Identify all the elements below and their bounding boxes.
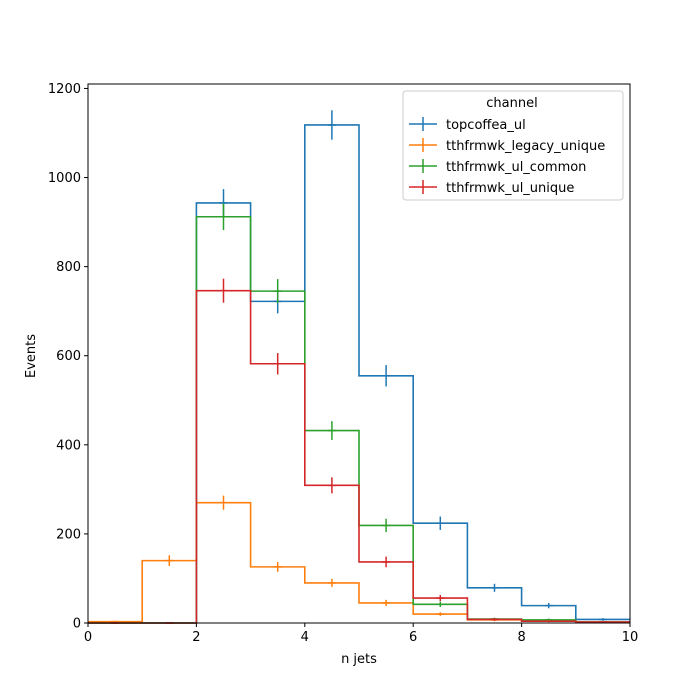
legend-label: tthfrmwk_ul_common: [446, 160, 586, 175]
axes-layer: 0 2 4 6 8 10 0 200 400 600 800 1000 1200: [48, 82, 638, 645]
legend-label: tthfrmwk_ul_unique: [446, 181, 574, 196]
data-point: [490, 618, 499, 621]
data-point: [219, 278, 228, 303]
data-point: [490, 583, 499, 592]
x-tick-label: 10: [622, 630, 639, 645]
legend: channel topcoffea_ul tthfrmwk_legacy_uniqu…: [402, 90, 624, 201]
data-point: [327, 110, 336, 140]
axes-frame: [87, 83, 631, 624]
legend-title: channel: [486, 96, 537, 111]
x-axis-label: n jets: [341, 652, 377, 667]
data-point: [436, 612, 445, 616]
y-tick-label: 200: [56, 527, 81, 542]
legend-item: tthfrmwk_ul_common: [409, 159, 586, 175]
data-point: [544, 620, 553, 623]
y-tick-label: 800: [56, 260, 81, 275]
data-point: [598, 618, 607, 621]
x-tick-label: 4: [301, 630, 309, 645]
data-point: [436, 594, 445, 602]
data-point: [327, 421, 336, 440]
y-tick-label: 0: [73, 617, 81, 632]
data-point: [436, 601, 445, 607]
series-topcoffea_ul: [88, 110, 630, 624]
legend-box: [402, 90, 624, 201]
x-tick-label: 0: [84, 630, 92, 645]
data-point: [382, 556, 391, 568]
data-point: [273, 353, 282, 375]
data-point: [327, 477, 336, 494]
legend-item: tthfrmwk_ul_unique: [409, 180, 574, 196]
legend-label: topcoffea_ul: [446, 118, 526, 133]
y-tick-label: 600: [56, 349, 81, 364]
y-tick-label: 1200: [48, 82, 81, 97]
legend-item: tthfrmwk_legacy_unique: [409, 138, 605, 154]
data-point: [219, 495, 228, 510]
x-tick-label: 6: [409, 630, 417, 645]
data-point: [382, 365, 391, 387]
data-point: [436, 516, 445, 530]
data-point: [544, 602, 553, 609]
x-tick-label: 2: [192, 630, 200, 645]
data-point: [273, 561, 282, 572]
legend-item: topcoffea_ul: [409, 117, 526, 133]
legend-label: tthfrmwk_legacy_unique: [446, 139, 605, 154]
data-point: [219, 203, 228, 231]
data-point: [382, 518, 391, 533]
y-tick-label: 1000: [48, 171, 81, 186]
data-point: [382, 599, 391, 607]
data-point: [165, 555, 174, 566]
series-step-line: [88, 289, 630, 624]
data-point: [273, 279, 282, 304]
data-point: [327, 578, 336, 587]
y-axis-label: Events: [24, 334, 39, 378]
x-tick-label: 8: [517, 630, 525, 645]
y-tick-label: 400: [56, 438, 81, 453]
data-point: [598, 621, 607, 623]
series-layer: [88, 110, 630, 624]
series-step-line: [88, 124, 630, 624]
